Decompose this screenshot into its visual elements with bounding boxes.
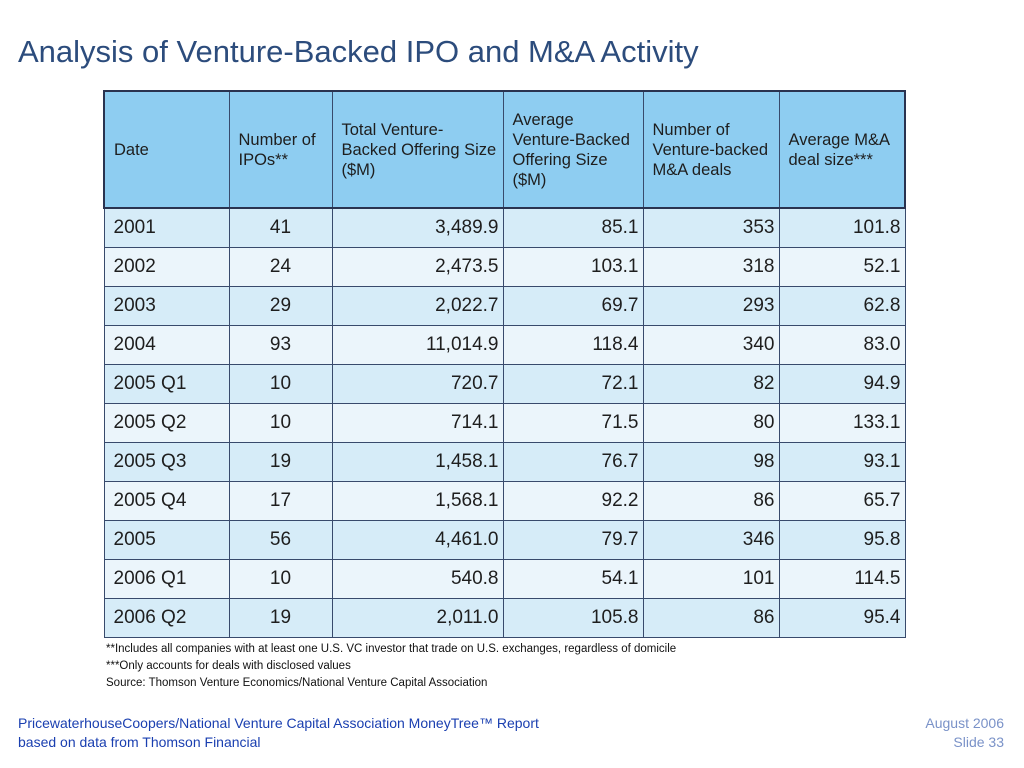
header-average-ma-deal-size: Average M&A deal size*** <box>778 90 906 209</box>
table-cell: 93 <box>228 324 333 365</box>
table-cell: 29 <box>228 285 333 326</box>
table-cell: 714.1 <box>331 402 504 443</box>
table-cell: 340 <box>642 324 780 365</box>
footnotes: **Includes all companies with at least o… <box>106 641 676 692</box>
table-cell: 101.8 <box>778 207 906 248</box>
header-average-offering-size: Average Venture-Backed Offering Size ($M… <box>502 90 644 209</box>
table-cell: 3,489.9 <box>331 207 504 248</box>
table-cell: 52.1 <box>778 246 906 287</box>
table-cell: 720.7 <box>331 363 504 404</box>
table-cell: 62.8 <box>778 285 906 326</box>
table-cell: 133.1 <box>778 402 906 443</box>
table-cell: 19 <box>228 597 333 638</box>
table-cell: 10 <box>228 363 333 404</box>
header-number-of-ipos: Number of IPOs** <box>228 90 333 209</box>
table-cell: 2004 <box>103 324 230 365</box>
table-cell: 4,461.0 <box>331 519 504 560</box>
table-cell: 101 <box>642 558 780 599</box>
table-cell: 80 <box>642 402 780 443</box>
table-cell: 2005 Q2 <box>103 402 230 443</box>
table-row: 2006 Q2 19 2,011.0 105.8 86 95.4 <box>103 597 906 638</box>
table-row: 2005 Q1 10 720.7 72.1 82 94.9 <box>103 363 906 404</box>
table-cell: 105.8 <box>502 597 644 638</box>
table-cell: 10 <box>228 558 333 599</box>
table-row: 2004 93 11,014.9 118.4 340 83.0 <box>103 324 906 365</box>
table-cell: 118.4 <box>502 324 644 365</box>
table-cell: 56 <box>228 519 333 560</box>
header-number-of-ma-deals: Number of Venture-backed M&A deals <box>642 90 780 209</box>
table-cell: 72.1 <box>502 363 644 404</box>
table-cell: 95.4 <box>778 597 906 638</box>
slide-title: Analysis of Venture-Backed IPO and M&A A… <box>18 34 699 69</box>
table-cell: 540.8 <box>331 558 504 599</box>
table-cell: 65.7 <box>778 480 906 521</box>
table-cell: 71.5 <box>502 402 644 443</box>
footer-report-line-1: PricewaterhouseCoopers/National Venture … <box>18 715 539 731</box>
header-total-offering-size: Total Venture-Backed Offering Size ($M) <box>331 90 504 209</box>
table-cell: 76.7 <box>502 441 644 482</box>
table-cell: 2,022.7 <box>331 285 504 326</box>
table-cell: 2003 <box>103 285 230 326</box>
source-note: Source: Thomson Venture Economics/Nation… <box>106 677 488 689</box>
table-row: 2005 Q3 19 1,458.1 76.7 98 93.1 <box>103 441 906 482</box>
table-cell: 86 <box>642 597 780 638</box>
ipo-ma-table: Date Number of IPOs** Total Venture-Back… <box>103 90 906 638</box>
footnote-ipos: **Includes all companies with at least o… <box>106 643 677 655</box>
footnote-ma-deals: ***Only accounts for deals with disclose… <box>106 660 351 672</box>
table-body: 2001 41 3,489.9 85.1 353 101.8 2002 24 2,473.5 10… <box>103 207 906 638</box>
table-cell: 85.1 <box>502 207 644 248</box>
table-row: 2005 Q4 17 1,568.1 92.2 86 65.7 <box>103 480 906 521</box>
table-cell: 69.7 <box>502 285 644 326</box>
table-cell: 54.1 <box>502 558 644 599</box>
slide-number: Slide 33 <box>953 734 1004 750</box>
header-date: Date <box>103 90 230 209</box>
table-cell: 2005 Q3 <box>103 441 230 482</box>
table-cell: 82 <box>642 363 780 404</box>
table-cell: 1,568.1 <box>331 480 504 521</box>
table-cell: 1,458.1 <box>331 441 504 482</box>
table-cell: 2002 <box>103 246 230 287</box>
table-row: 2001 41 3,489.9 85.1 353 101.8 <box>103 207 906 248</box>
footer-date: August 2006 <box>925 715 1004 731</box>
table-row: 2006 Q1 10 540.8 54.1 101 114.5 <box>103 558 906 599</box>
table-cell: 19 <box>228 441 333 482</box>
table-cell: 318 <box>642 246 780 287</box>
table-cell: 86 <box>642 480 780 521</box>
table-cell: 10 <box>228 402 333 443</box>
table-cell: 346 <box>642 519 780 560</box>
table-row: 2005 Q2 10 714.1 71.5 80 133.1 <box>103 402 906 443</box>
table-cell: 2005 Q1 <box>103 363 230 404</box>
table-row: 2002 24 2,473.5 103.1 318 52.1 <box>103 246 906 287</box>
table-cell: 41 <box>228 207 333 248</box>
table-header-row: Date Number of IPOs** Total Venture-Back… <box>103 90 906 209</box>
table-row: 2005 56 4,461.0 79.7 346 95.8 <box>103 519 906 560</box>
table-cell: 2006 Q1 <box>103 558 230 599</box>
footer-report-line-2: based on data from Thomson Financial <box>18 734 261 750</box>
table-cell: 103.1 <box>502 246 644 287</box>
table-cell: 24 <box>228 246 333 287</box>
footer-report-credit: PricewaterhouseCoopers/National Venture … <box>18 714 539 752</box>
table-cell: 11,014.9 <box>331 324 504 365</box>
table-cell: 114.5 <box>778 558 906 599</box>
table-cell: 98 <box>642 441 780 482</box>
table-cell: 2006 Q2 <box>103 597 230 638</box>
table-cell: 2005 <box>103 519 230 560</box>
table-cell: 2,473.5 <box>331 246 504 287</box>
table-cell: 79.7 <box>502 519 644 560</box>
table-cell: 93.1 <box>778 441 906 482</box>
table-cell: 92.2 <box>502 480 644 521</box>
table-cell: 2,011.0 <box>331 597 504 638</box>
table-cell: 2001 <box>103 207 230 248</box>
table-cell: 95.8 <box>778 519 906 560</box>
table-cell: 83.0 <box>778 324 906 365</box>
table-cell: 293 <box>642 285 780 326</box>
table-cell: 17 <box>228 480 333 521</box>
table-row: 2003 29 2,022.7 69.7 293 62.8 <box>103 285 906 326</box>
table-cell: 353 <box>642 207 780 248</box>
table-cell: 2005 Q4 <box>103 480 230 521</box>
footer-slide-info: August 2006 Slide 33 <box>925 714 1004 752</box>
table-cell: 94.9 <box>778 363 906 404</box>
